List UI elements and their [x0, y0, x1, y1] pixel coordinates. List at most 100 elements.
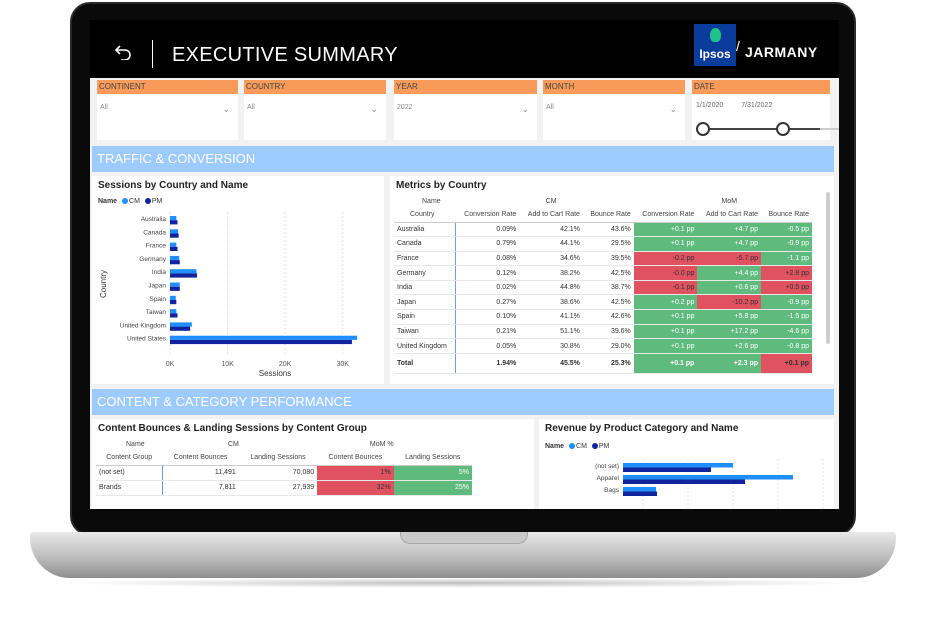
filter-label: DATE: [692, 80, 830, 94]
filter-country[interactable]: COUNTRY All ⌄: [244, 80, 386, 140]
column-header[interactable]: Bounce Rate: [582, 208, 634, 223]
value-cell: 39.6%: [582, 324, 634, 340]
bar-cm[interactable]: [170, 295, 176, 300]
column-header[interactable]: Conversion Rate: [633, 208, 698, 223]
column-header[interactable]: Conversion Rate: [455, 208, 520, 223]
value-cell: 30.8%: [519, 338, 583, 354]
table-row[interactable]: India 0.02% 44.8% 38.7% -0.1 pp +0.6 pp +0.5 p…: [394, 280, 812, 296]
bar-cm[interactable]: [170, 309, 177, 314]
bar-pm[interactable]: [170, 326, 191, 331]
column-header[interactable]: Landing Sessions: [238, 451, 318, 466]
table-row[interactable]: Canada 0.79% 44.1% 29.5% +0.1 pp +4.7 pp -0.9 …: [394, 236, 812, 252]
filter-value: 2022: [397, 104, 413, 111]
bar-pm[interactable]: [170, 273, 198, 278]
value-cell: +2.3 pp: [697, 353, 762, 374]
metrics-scrollbar[interactable]: [826, 192, 830, 344]
column-header[interactable]: Add to Cart Rate: [697, 208, 762, 223]
table-row[interactable]: Taiwan 0.21% 51.1% 39.6% +0.1 pp +17.2 pp -4.6…: [394, 324, 812, 340]
bar-cm[interactable]: [170, 322, 192, 327]
col-group-mom: MoM: [721, 197, 738, 205]
y-tick-label: Spain: [149, 296, 166, 303]
bar-pm[interactable]: [170, 246, 178, 251]
legend-cm-dot: [569, 443, 576, 450]
table-row[interactable]: Australia 0.09% 42.1% 43.6% +0.1 pp +4.7 pp -0…: [394, 222, 812, 238]
column-header[interactable]: Add to Cart Rate: [519, 208, 583, 223]
sessions-bar-chart: 0K 10K 20K 30K Sessions Country Australia Canad…: [99, 212, 358, 378]
chevron-down-icon[interactable]: ⌄: [222, 104, 230, 114]
table-row[interactable]: Spain 0.10% 41.1% 42.6% +0.1 pp +5.8 pp -1.5 p…: [394, 309, 812, 325]
bar-pm[interactable]: [170, 233, 179, 238]
filter-month[interactable]: MONTH All ⌄: [543, 80, 685, 140]
revenue-chart-panel: Revenue by Product Category and Name Nam…: [539, 419, 834, 509]
value-cell: 51.1%: [519, 324, 583, 340]
sessions-chart-title: Sessions by Country and Name: [98, 180, 249, 191]
y-tick-label: France: [146, 243, 167, 250]
column-header[interactable]: Content Bounces: [317, 451, 394, 466]
value-cell: +17.2 pp: [697, 324, 762, 340]
date-slider-start-handle[interactable]: [696, 122, 710, 136]
value-cell: 32%: [317, 480, 394, 496]
bar-cm[interactable]: [170, 229, 179, 234]
bar-pm[interactable]: [170, 220, 178, 225]
bar-pm[interactable]: [170, 286, 180, 291]
country-cell: Taiwan: [394, 324, 457, 340]
bounces-title: Content Bounces & Landing Sessions by Co…: [98, 423, 367, 434]
chevron-down-icon[interactable]: ⌄: [370, 104, 378, 114]
date-start[interactable]: 1/1/2020: [696, 102, 724, 109]
bar-cm[interactable]: [170, 269, 197, 274]
bar-cm[interactable]: [623, 487, 656, 492]
y-tick-label: Canada: [143, 229, 166, 236]
column-header[interactable]: Bounce Rate: [761, 208, 812, 223]
bar-cm[interactable]: [623, 463, 733, 468]
bar-pm[interactable]: [623, 479, 745, 485]
value-cell: 0.21%: [455, 324, 520, 340]
table-row[interactable]: United Kingdom 0.05% 30.8% 29.0% +0.1 pp +2.6…: [394, 338, 812, 354]
bar-cm[interactable]: [170, 282, 180, 287]
table-row[interactable]: Japan 0.27% 38.6% 42.5% +0.2 pp -10.2 pp -0.9 …: [394, 294, 812, 311]
bar-pm[interactable]: [170, 300, 177, 305]
logo-separator: /: [736, 38, 740, 54]
bar-cm[interactable]: [170, 216, 177, 221]
back-arrow-icon[interactable]: [114, 44, 132, 60]
y-tick-label: Bags: [604, 487, 620, 494]
value-cell: +0.1 pp: [633, 222, 698, 238]
bar-pm[interactable]: [170, 313, 178, 318]
legend-pm-label: PM: [598, 443, 610, 450]
bar-cm[interactable]: [170, 255, 180, 261]
filter-continent[interactable]: CONTINENT All ⌄: [97, 80, 238, 140]
metrics-table: Name CM MoM Country Conversion Rate Add to…: [394, 194, 812, 374]
value-cell: +0.1 pp: [633, 338, 698, 354]
chevron-down-icon[interactable]: ⌄: [521, 104, 529, 114]
bar-cm[interactable]: [170, 335, 358, 340]
bar-cm[interactable]: [170, 242, 177, 247]
content-group-cell: Brands: [96, 480, 163, 496]
chevron-down-icon[interactable]: ⌄: [669, 104, 677, 114]
column-header[interactable]: Country: [394, 208, 456, 223]
column-header[interactable]: Content Group: [96, 451, 163, 466]
bar-pm[interactable]: [623, 467, 711, 473]
country-cell: Australia: [394, 222, 457, 238]
y-tick-label: Germany: [139, 256, 166, 263]
table-row[interactable]: Brands 7,811 27,939 32% 25%: [96, 480, 472, 496]
value-cell: 0.27%: [455, 294, 520, 311]
total-row[interactable]: Total 1.94% 45.5% 25.3% +0.1 pp +2.3 pp +0.1 p…: [394, 353, 812, 374]
column-header[interactable]: Landing Sessions: [393, 451, 472, 466]
filter-year[interactable]: YEAR 2022 ⌄: [394, 80, 537, 140]
table-row[interactable]: Germany 0.12% 38.2% 42.5% -0.0 pp +4.4 pp +2.8…: [394, 265, 812, 281]
value-cell: 0.08%: [455, 251, 520, 267]
bar-pm[interactable]: [170, 339, 352, 345]
value-cell: +4.7 pp: [697, 222, 762, 238]
y-tick-label: India: [152, 269, 166, 276]
table-row[interactable]: (not set) 11,491 70,080 1% 5%: [96, 465, 472, 481]
value-cell: -4.6 pp: [761, 324, 812, 340]
bar-cm[interactable]: [623, 475, 793, 480]
date-end[interactable]: 7/31/2022: [741, 102, 773, 109]
column-header[interactable]: Content Bounces: [162, 451, 239, 466]
value-cell: 42.5%: [582, 294, 634, 311]
date-slider-end-handle[interactable]: [776, 122, 790, 136]
table-row[interactable]: France 0.08% 34.6% 39.5% -0.2 pp -5.7 pp -1.1 …: [394, 251, 812, 267]
legend-pm-dot: [591, 443, 598, 450]
bar-pm[interactable]: [623, 491, 657, 497]
value-cell: 0.05%: [455, 338, 520, 354]
bar-pm[interactable]: [170, 260, 180, 265]
